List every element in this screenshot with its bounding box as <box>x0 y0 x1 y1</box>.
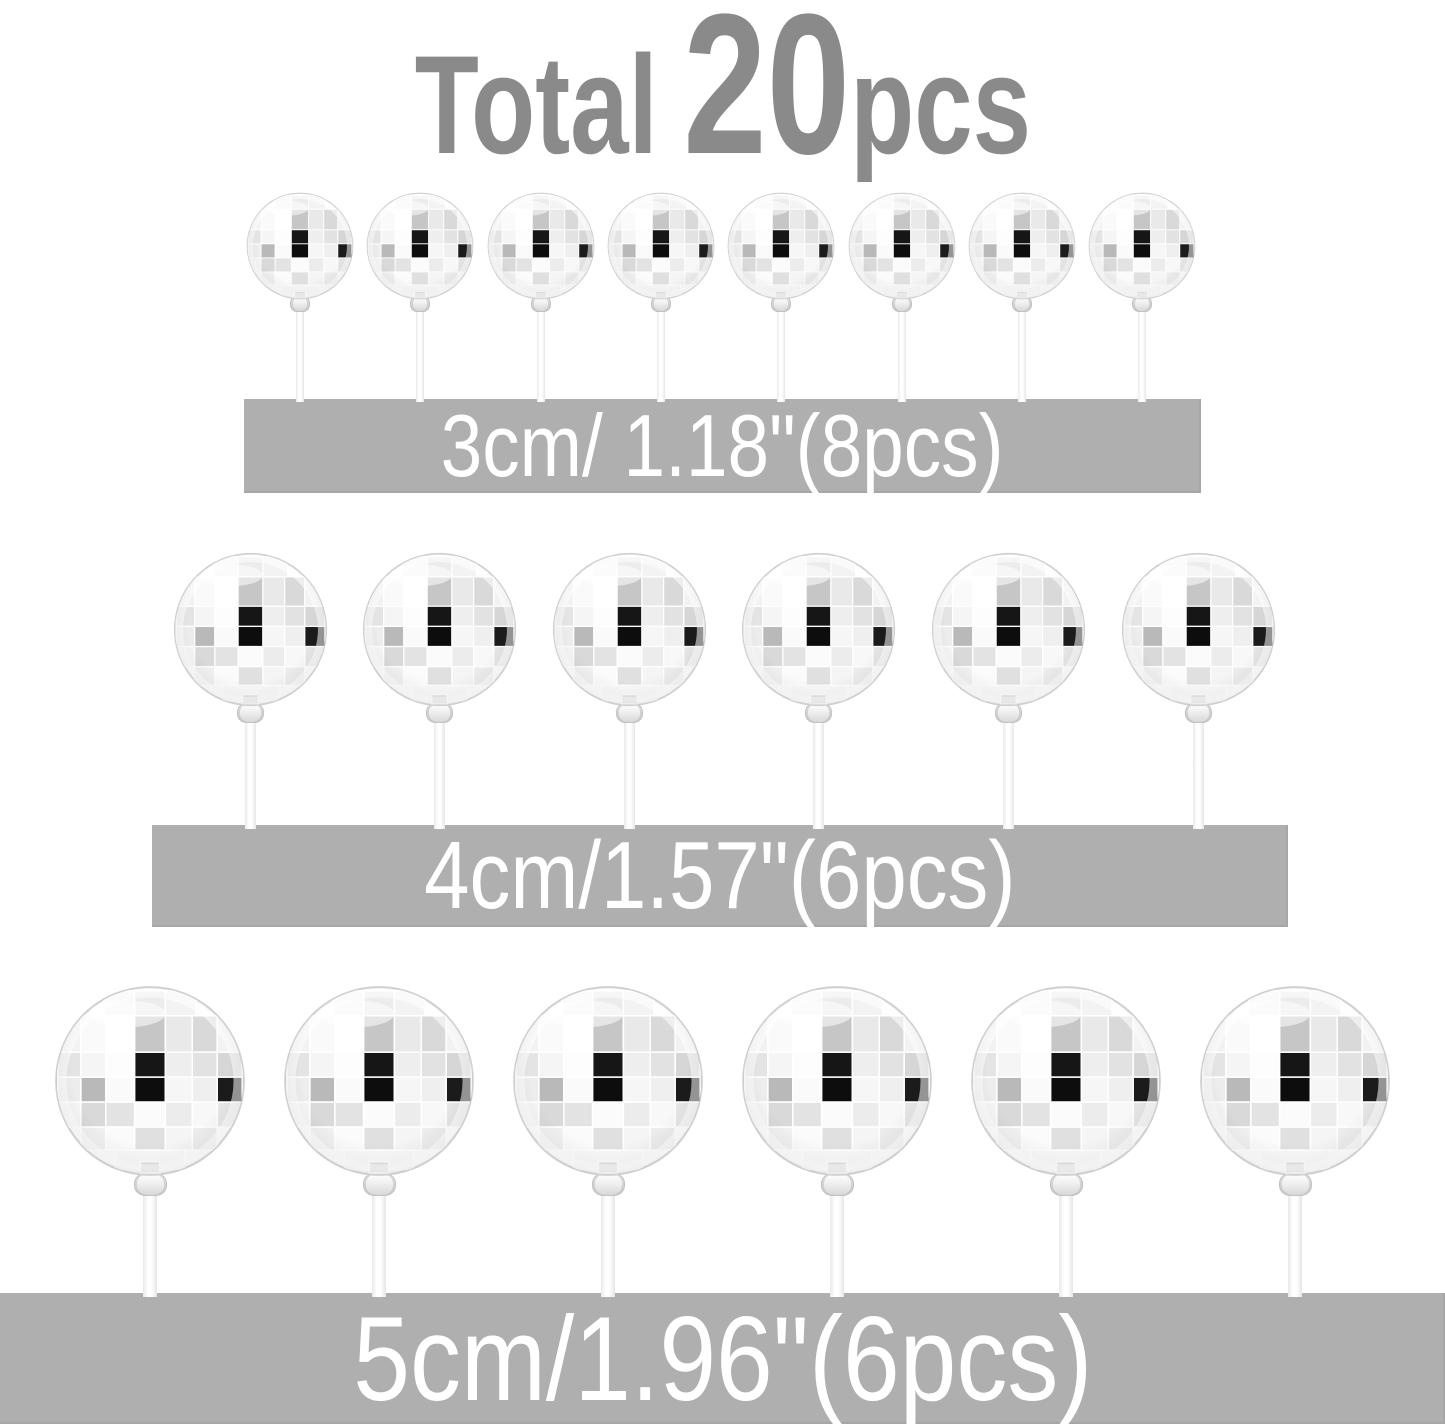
disco-ball <box>512 985 704 1177</box>
topper-stick <box>434 721 446 829</box>
total-count-title: Total 20 pcs <box>0 0 1445 185</box>
topper-stick <box>1017 310 1026 402</box>
disco-ball <box>1121 552 1276 707</box>
disco-ball <box>487 192 595 300</box>
disco-ball-topper <box>552 552 707 829</box>
disco-ball <box>741 552 896 707</box>
disco-ball <box>727 192 835 300</box>
size-banner-4cm: 4cm/1.57"(6pcs) <box>152 825 1288 927</box>
disco-ball-topper <box>931 552 1086 829</box>
disco-ball <box>173 552 328 707</box>
disco-ball <box>366 192 474 300</box>
topper-stick <box>143 1194 157 1297</box>
topper-stick <box>1059 1194 1073 1297</box>
topper-stick <box>623 721 635 829</box>
disco-ball-topper <box>173 552 328 829</box>
topper-stick <box>416 310 425 402</box>
topper-stick <box>1192 721 1204 829</box>
total-label: Total <box>414 26 658 183</box>
disco-ball-topper <box>607 192 715 402</box>
size-banner-5cm: 5cm/1.96"(6pcs) <box>0 1293 1445 1424</box>
disco-ball-topper <box>362 552 517 829</box>
size-banner-4cm-label: 4cm/1.57"(6pcs) <box>424 822 1016 929</box>
disco-ball <box>362 552 517 707</box>
total-count-text: Total 20 pcs <box>414 0 1030 185</box>
topper-stick <box>372 1194 386 1297</box>
disco-ball-topper <box>487 192 595 402</box>
disco-ball <box>968 192 1076 300</box>
disco-ball <box>283 985 475 1177</box>
disco-ball-topper <box>970 985 1162 1297</box>
disco-ball-topper <box>848 192 956 402</box>
size-banner-5cm-label: 5cm/1.96"(6pcs) <box>352 1291 1093 1424</box>
disco-ball-topper <box>283 985 475 1297</box>
disco-ball <box>54 985 246 1177</box>
disco-ball-topper <box>366 192 474 402</box>
disco-ball-topper <box>1088 192 1196 402</box>
topper-stick <box>536 310 545 402</box>
disco-ball-topper <box>246 192 354 402</box>
topper-stick <box>601 1194 615 1297</box>
disco-ball <box>741 985 933 1177</box>
disco-ball <box>931 552 1086 707</box>
topper-stick <box>1288 1194 1302 1297</box>
topper-stick <box>897 310 906 402</box>
disco-ball-topper <box>512 985 704 1297</box>
disco-ball-topper <box>1199 985 1391 1297</box>
total-count-number: 20 <box>682 0 850 196</box>
disco-ball-topper <box>1121 552 1276 829</box>
disco-ball <box>970 985 1162 1177</box>
topper-stick <box>244 721 256 829</box>
disco-ball-topper <box>741 985 933 1297</box>
topper-stick <box>1002 721 1014 829</box>
topper-stick <box>1138 310 1147 402</box>
size-banner-3cm: 3cm/ 1.18"(8pcs) <box>244 399 1201 493</box>
topper-stick <box>777 310 786 402</box>
topper-stick <box>296 310 304 402</box>
disco-ball <box>1199 985 1391 1177</box>
disco-ball-topper <box>741 552 896 829</box>
total-unit-label: pcs <box>849 26 1031 183</box>
disco-ball-topper <box>968 192 1076 402</box>
disco-ball <box>246 192 354 300</box>
disco-ball-topper <box>54 985 246 1297</box>
topper-stick <box>830 1194 844 1297</box>
disco-ball-topper <box>727 192 835 402</box>
topper-stick <box>813 721 825 829</box>
disco-ball <box>1088 192 1196 300</box>
disco-ball <box>552 552 707 707</box>
disco-ball <box>607 192 715 300</box>
topper-stick <box>656 310 665 402</box>
size-banner-3cm-label: 3cm/ 1.18"(8pcs) <box>441 396 1004 495</box>
disco-ball <box>848 192 956 300</box>
